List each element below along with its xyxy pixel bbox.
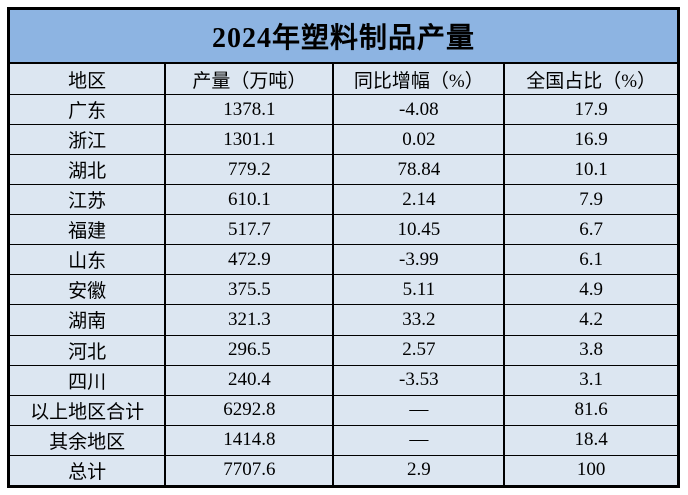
output-cell: 779.2 <box>164 154 335 186</box>
yoy-growth-cell: -3.99 <box>332 244 506 276</box>
output-cell: 472.9 <box>164 244 335 276</box>
table-row: 河北 296.5 2.57 3.8 <box>7 334 680 366</box>
region-cell: 其余地区 <box>7 424 167 456</box>
region-cell: 湖北 <box>7 154 167 186</box>
output-cell: 1378.1 <box>164 93 335 126</box>
output-cell: 296.5 <box>164 334 335 366</box>
table-row: 四川 240.4 -3.53 3.1 <box>7 364 680 396</box>
national-share-cell: 81.6 <box>503 394 680 426</box>
table-row: 湖南 321.3 33.2 4.2 <box>7 304 680 336</box>
title-row: 2024年塑料制品产量 <box>7 8 680 64</box>
region-cell: 江苏 <box>7 184 167 216</box>
region-cell: 福建 <box>7 214 167 246</box>
national-share-cell: 16.9 <box>503 124 680 156</box>
national-share-cell: 18.4 <box>503 424 680 456</box>
yoy-growth-cell: 2.14 <box>332 184 506 216</box>
table-row: 广东 1378.1 -4.08 17.9 <box>7 93 680 126</box>
table-row: 湖北 779.2 78.84 10.1 <box>7 154 680 186</box>
col-header-output: 产量（万吨） <box>164 62 335 95</box>
region-cell: 浙江 <box>7 124 167 156</box>
national-share-cell: 6.7 <box>503 214 680 246</box>
table-row: 江苏 610.1 2.14 7.9 <box>7 184 680 216</box>
yoy-growth-cell: 33.2 <box>332 304 506 336</box>
yoy-growth-cell: 78.84 <box>332 154 506 186</box>
national-share-cell: 100 <box>503 454 680 488</box>
yoy-growth-cell: -3.53 <box>332 364 506 396</box>
national-share-cell: 4.2 <box>503 304 680 336</box>
region-cell: 河北 <box>7 334 167 366</box>
table-row: 总计 7707.6 2.9 100 <box>7 454 680 488</box>
yoy-growth-cell: 10.45 <box>332 214 506 246</box>
table-row: 其余地区 1414.8—18.4 <box>7 424 680 456</box>
output-cell: 7707.6 <box>164 454 335 488</box>
national-share-cell: 7.9 <box>503 184 680 216</box>
col-header-region: 地区 <box>7 62 167 95</box>
table-body: 广东 1378.1 -4.08 17.9 浙江 1301.1 0.02 16.9 湖北 779.2… <box>7 93 680 488</box>
region-cell: 湖南 <box>7 304 167 336</box>
output-cell: 1414.8 <box>164 424 335 456</box>
output-cell: 517.7 <box>164 214 335 246</box>
table-row: 安徽 375.5 5.11 4.9 <box>7 274 680 306</box>
col-header-national-share: 全国占比（%） <box>503 62 680 95</box>
output-cell: 610.1 <box>164 184 335 216</box>
region-cell: 山东 <box>7 244 167 276</box>
output-cell: 321.3 <box>164 304 335 336</box>
yoy-growth-cell: -4.08 <box>332 93 506 126</box>
yoy-growth-cell: 5.11 <box>332 274 506 306</box>
national-share-cell: 3.8 <box>503 334 680 366</box>
region-cell: 安徽 <box>7 274 167 306</box>
national-share-cell: 6.1 <box>503 244 680 276</box>
region-cell: 以上地区合计 <box>7 394 167 426</box>
header-row: 地区 产量（万吨） 同比增幅（%） 全国占比（%） <box>7 62 680 95</box>
yoy-growth-cell: — <box>332 394 506 426</box>
yoy-growth-cell: 0.02 <box>332 124 506 156</box>
yoy-growth-cell: 2.57 <box>332 334 506 366</box>
col-header-yoy-growth: 同比增幅（%） <box>332 62 506 95</box>
region-cell: 广东 <box>7 93 167 126</box>
region-cell: 总计 <box>7 454 167 488</box>
region-cell: 四川 <box>7 364 167 396</box>
output-cell: 6292.8 <box>164 394 335 426</box>
national-share-cell: 17.9 <box>503 93 680 126</box>
table-title: 2024年塑料制品产量 <box>7 8 680 64</box>
national-share-cell: 4.9 <box>503 274 680 306</box>
production-table: 2024年塑料制品产量 地区 产量（万吨） 同比增幅（%） 全国占比（%） 广东… <box>7 7 680 488</box>
table-row: 浙江 1301.1 0.02 16.9 <box>7 124 680 156</box>
table-row: 山东 472.9 -3.99 6.1 <box>7 244 680 276</box>
national-share-cell: 3.1 <box>503 364 680 396</box>
output-cell: 1301.1 <box>164 124 335 156</box>
table-row: 福建 517.7 10.45 6.7 <box>7 214 680 246</box>
output-cell: 375.5 <box>164 274 335 306</box>
yoy-growth-cell: 2.9 <box>332 454 506 488</box>
national-share-cell: 10.1 <box>503 154 680 186</box>
yoy-growth-cell: — <box>332 424 506 456</box>
table-row: 以上地区合计 6292.8—81.6 <box>7 394 680 426</box>
output-cell: 240.4 <box>164 364 335 396</box>
